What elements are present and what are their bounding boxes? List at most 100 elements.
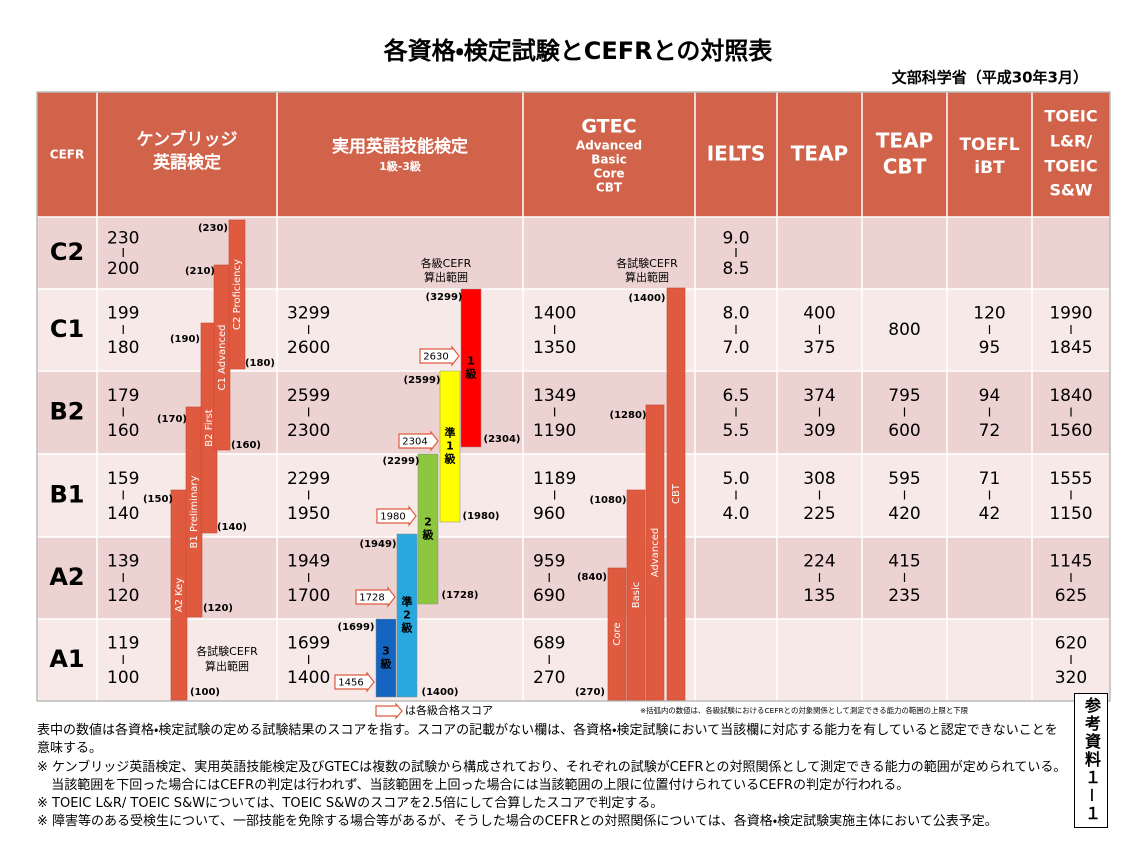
side-label: 参考資料１－１	[1074, 693, 1108, 828]
note: ※ 障害等のある受検生について、一部技能を免除する場合等があるが、そうした場合の…	[37, 814, 998, 830]
eiken-bar	[375, 618, 397, 698]
grade-label: 級	[422, 528, 435, 542]
score-low: 625	[1055, 586, 1087, 606]
score-low: 375	[803, 338, 835, 358]
score-high: 230	[107, 229, 139, 249]
cefr-level: A1	[49, 645, 84, 673]
bar-label: C1 Advanced	[217, 325, 228, 391]
score-low: 200	[107, 259, 139, 279]
pass-score: 1456	[338, 678, 363, 689]
grade-label: 級	[465, 367, 478, 381]
column-header: L&R/	[1050, 132, 1092, 151]
cefr-level: B2	[50, 398, 85, 426]
score-high: 374	[803, 386, 835, 406]
gtec-bar	[645, 404, 665, 701]
column-header: 実用英語技能検定	[332, 136, 468, 157]
range-label: (1400)	[629, 293, 666, 304]
range-label: (170)	[157, 414, 187, 425]
pass-score: 2304	[402, 437, 427, 448]
bar-label: B2 First	[204, 409, 215, 447]
grade-label: 級	[380, 657, 393, 671]
score-high: 1189	[533, 469, 576, 489]
grade-label: 1	[467, 355, 475, 368]
legend-box	[375, 702, 403, 720]
range-label: (210)	[185, 266, 215, 277]
column-header: TOEIC	[1044, 107, 1097, 126]
range-label: (180)	[245, 358, 275, 369]
cefr-level: C1	[50, 315, 84, 343]
column-header: IELTS	[707, 142, 766, 166]
score-high: 1555	[1049, 469, 1092, 489]
range-label: (1728)	[442, 590, 479, 601]
row-bg	[37, 289, 1110, 371]
score-high: 120	[973, 304, 1005, 324]
bar-label: Basic	[631, 582, 642, 608]
score-high: 959	[533, 552, 565, 572]
score-low: 600	[888, 421, 920, 441]
score-high: 5.0	[722, 469, 749, 489]
score-low: 1400	[287, 668, 330, 688]
column-header: iBT	[974, 158, 1005, 178]
grade-label: 2	[424, 516, 432, 529]
grade-label: 準	[402, 595, 413, 609]
score-high: 1699	[287, 634, 330, 654]
bar-label: A2 Key	[174, 578, 185, 613]
range-label: (140)	[217, 522, 247, 533]
row-bg	[37, 537, 1110, 619]
pass-score-box	[398, 430, 439, 452]
eiken-bar	[396, 533, 418, 698]
score-low: 5.5	[722, 421, 749, 441]
column-header: TOEIC	[1044, 157, 1097, 176]
score-low: 320	[1055, 668, 1087, 688]
score-low: 120	[107, 586, 139, 606]
score-low: 160	[107, 421, 139, 441]
bar-label: CBT	[671, 483, 682, 504]
pass-score-box	[376, 505, 417, 527]
cefr-level: A2	[49, 563, 84, 591]
grade-label: 準	[445, 426, 456, 440]
range-label: (100)	[190, 687, 220, 698]
notes: 表中の数値は各資格・検定試験の定める試験結果のスコアを指す。スコアの記載がない欄…	[37, 722, 1067, 832]
score-low: 72	[979, 421, 1001, 441]
column-subheader: Advanced	[576, 139, 642, 153]
score-low: 140	[107, 504, 139, 524]
pass-score-box	[419, 345, 460, 367]
range-note: 各級CEFR	[421, 256, 472, 270]
column-header: ケンブリッジ	[137, 129, 238, 150]
score-low: 2300	[287, 421, 330, 441]
range-note: 算出範囲	[424, 270, 468, 284]
score-low: 1350	[533, 338, 576, 358]
grade-label: 級	[401, 621, 414, 635]
range-label: (1949)	[360, 539, 397, 550]
note: 表中の数値は各資格・検定試験の定める試験結果のスコアを指す。スコアの記載がない欄…	[37, 723, 1058, 757]
range-label: (2599)	[404, 375, 441, 386]
score-high: 159	[107, 469, 139, 489]
score-high: 71	[979, 469, 1001, 489]
score-low: 1950	[287, 504, 330, 524]
grade-label: 級	[444, 452, 457, 466]
score-high: 415	[888, 552, 920, 572]
pass-score: 2630	[423, 352, 448, 363]
bar-label: B1 Preliminary	[189, 475, 200, 548]
range-label: (1080)	[590, 495, 627, 506]
score-high: 1400	[533, 304, 576, 324]
score-high: 689	[533, 634, 565, 654]
pass-score: 1980	[380, 512, 405, 523]
score-high: 1349	[533, 386, 576, 406]
range-label: (190)	[170, 334, 200, 345]
range-label: (1400)	[422, 687, 459, 698]
score-low: 960	[533, 504, 565, 524]
score-low: 690	[533, 586, 565, 606]
score-high: 199	[107, 304, 139, 324]
note: ※ TOEIC L&R/ TOEIC S&Wについては、TOEIC S&Wのスコ…	[37, 796, 664, 812]
range-label: (2299)	[383, 456, 420, 467]
range-label: (150)	[143, 494, 173, 505]
score-low: 1190	[533, 421, 576, 441]
eiken-bar	[439, 370, 461, 523]
score-high: 179	[107, 386, 139, 406]
column-header: CEFR	[50, 148, 84, 162]
score-high: 795	[888, 386, 920, 406]
score-low: 1700	[287, 586, 330, 606]
score-low: 235	[888, 586, 920, 606]
range-note: 各試験CEFR	[616, 256, 678, 270]
